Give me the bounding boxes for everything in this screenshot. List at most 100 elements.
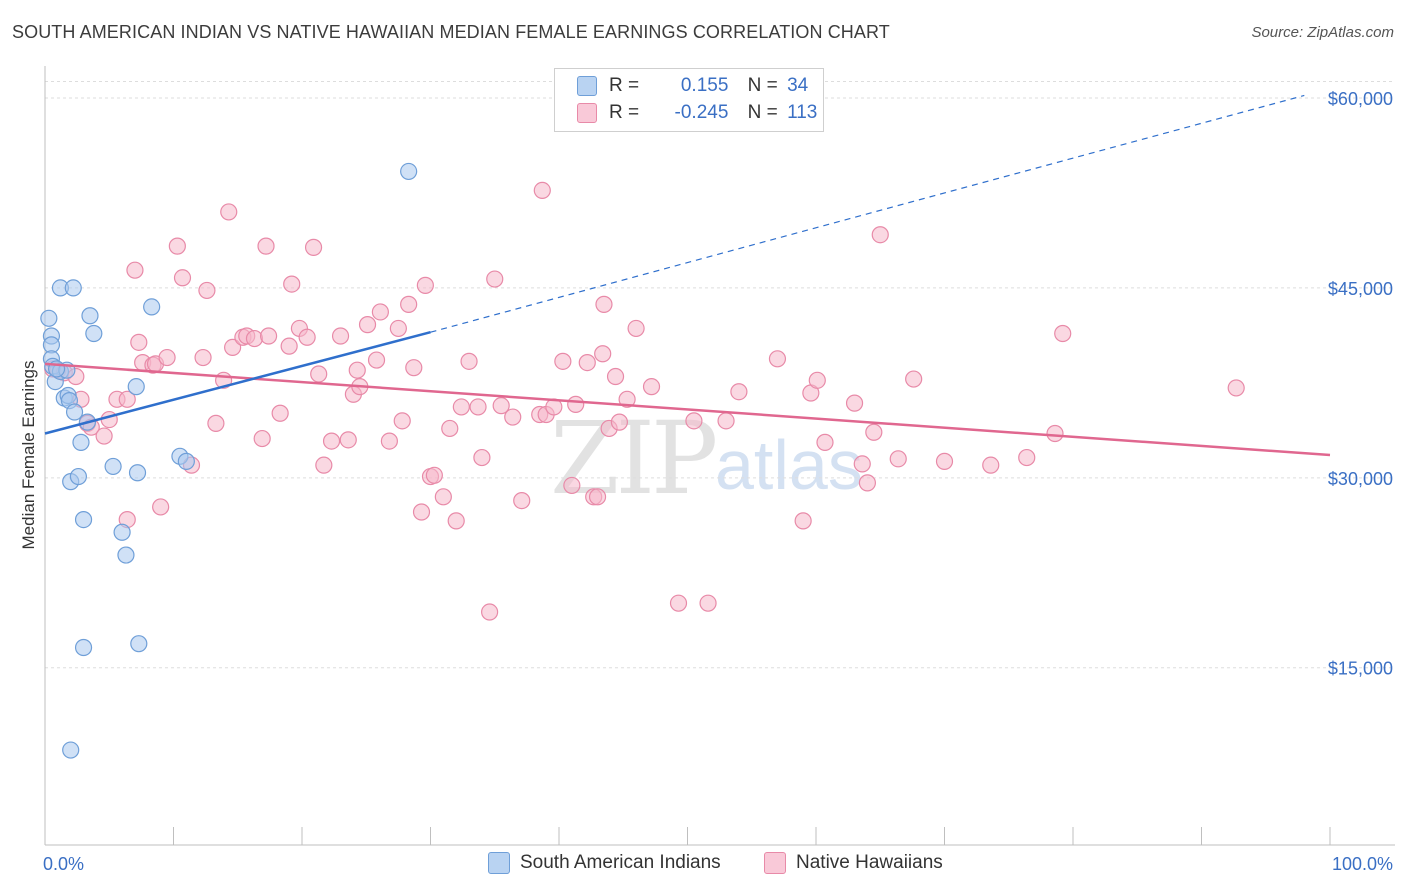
pink-point xyxy=(126,261,144,279)
pink-point xyxy=(567,395,585,413)
blue-point xyxy=(74,511,93,529)
pink-point xyxy=(130,333,148,351)
chart-title: SOUTH AMERICAN INDIAN VS NATIVE HAWAIIAN… xyxy=(12,22,890,42)
pink-point xyxy=(845,394,864,412)
legend-n-value: 34 xyxy=(787,75,809,96)
pink-point xyxy=(685,412,703,430)
pink-point xyxy=(393,412,411,430)
pink-point xyxy=(224,338,242,357)
bottom-legend-blue: South American Indians xyxy=(488,852,721,874)
pink-point xyxy=(816,433,834,451)
blue-point xyxy=(85,324,103,343)
pink-point xyxy=(447,512,465,530)
bottom-legend-swatch-pink xyxy=(764,852,786,874)
pink-point xyxy=(853,455,871,473)
pink-point xyxy=(669,594,688,612)
legend-swatch-blue xyxy=(577,76,597,96)
y-tick-label: $60,000 xyxy=(1328,89,1393,109)
blue-trend-extension xyxy=(430,94,1305,333)
pink-point xyxy=(371,303,389,321)
blue-point xyxy=(81,307,99,325)
pink-point xyxy=(348,361,366,379)
pink-point xyxy=(220,203,238,221)
pink-point xyxy=(858,474,877,492)
blue-point xyxy=(117,546,135,564)
pink-point xyxy=(310,365,328,383)
pink-point xyxy=(554,352,572,370)
pink-point xyxy=(452,398,470,416)
pink-point xyxy=(339,431,357,449)
x-tick-label: 100.0% xyxy=(1332,854,1393,874)
blue-point xyxy=(62,741,80,759)
y-axis-label: Median Female Earnings xyxy=(19,361,38,550)
correlation-legend: R = 0.155 N = 34 R = -0.245 N = 113 xyxy=(554,68,824,132)
bottom-legend-label: Native Hawaiians xyxy=(796,852,943,873)
pink-point xyxy=(473,448,491,467)
blue-point xyxy=(64,279,82,297)
pink-point xyxy=(168,237,186,255)
pink-point xyxy=(794,512,812,530)
pink-point xyxy=(259,327,278,345)
pink-point xyxy=(699,594,717,612)
y-tick-label: $15,000 xyxy=(1328,659,1393,679)
pink-point xyxy=(194,348,212,367)
pink-point xyxy=(245,329,264,348)
pink-point xyxy=(280,337,298,355)
pink-point xyxy=(504,408,522,426)
blue-point xyxy=(69,467,88,486)
pink-point xyxy=(380,432,398,450)
pink-point xyxy=(207,414,225,432)
bottom-legend-swatch-blue xyxy=(488,852,510,874)
pink-point xyxy=(533,181,551,200)
x-tick-label: 0.0% xyxy=(43,854,84,874)
pink-point xyxy=(730,383,748,401)
blue-point xyxy=(40,309,58,327)
pink-point xyxy=(492,397,510,415)
watermark-atlas: atlas xyxy=(715,426,863,504)
y-tick-label: $45,000 xyxy=(1328,279,1393,299)
pink-point xyxy=(389,319,407,338)
pink-point xyxy=(271,404,289,422)
blue-point xyxy=(400,162,418,181)
pink-point xyxy=(889,450,907,468)
pink-point xyxy=(578,354,596,372)
pink-point xyxy=(400,295,418,313)
legend-row-blue: R = 0.155 N = 34 xyxy=(577,75,808,99)
pink-point xyxy=(405,359,423,377)
bottom-legend-label: South American Indians xyxy=(520,852,721,873)
blue-point xyxy=(127,378,145,396)
pink-point xyxy=(606,367,625,386)
pink-point xyxy=(865,423,883,441)
legend-swatch-pink xyxy=(577,103,597,123)
pink-point xyxy=(367,351,386,369)
blue-point xyxy=(65,403,84,421)
pink-point xyxy=(768,350,787,368)
pink-point xyxy=(469,398,487,416)
bottom-legend-pink: Native Hawaiians xyxy=(764,852,943,874)
blue-point xyxy=(104,457,122,476)
pink-point xyxy=(481,603,499,621)
pink-point xyxy=(1018,448,1036,467)
blue-point xyxy=(72,433,90,451)
pink-point xyxy=(152,498,170,516)
legend-n-label: N = xyxy=(747,75,778,96)
pink-point xyxy=(118,390,136,408)
blue-point xyxy=(143,298,161,316)
legend-r-value: 0.155 xyxy=(680,75,729,96)
pink-point xyxy=(95,427,113,445)
pink-point xyxy=(298,328,316,346)
blue-point xyxy=(128,464,147,482)
pink-point xyxy=(358,316,377,334)
pink-point xyxy=(808,371,826,389)
pink-point xyxy=(905,370,923,388)
pink-point xyxy=(425,466,443,484)
pink-point xyxy=(1227,379,1245,397)
legend-r-label: R = xyxy=(609,102,640,123)
pink-point xyxy=(1046,424,1064,443)
pink-point xyxy=(1054,324,1072,343)
blue-trend-line xyxy=(44,331,431,435)
pink-point xyxy=(412,503,431,521)
pink-trend-line xyxy=(44,362,1331,457)
legend-row-pink: R = -0.245 N = 113 xyxy=(577,102,817,126)
